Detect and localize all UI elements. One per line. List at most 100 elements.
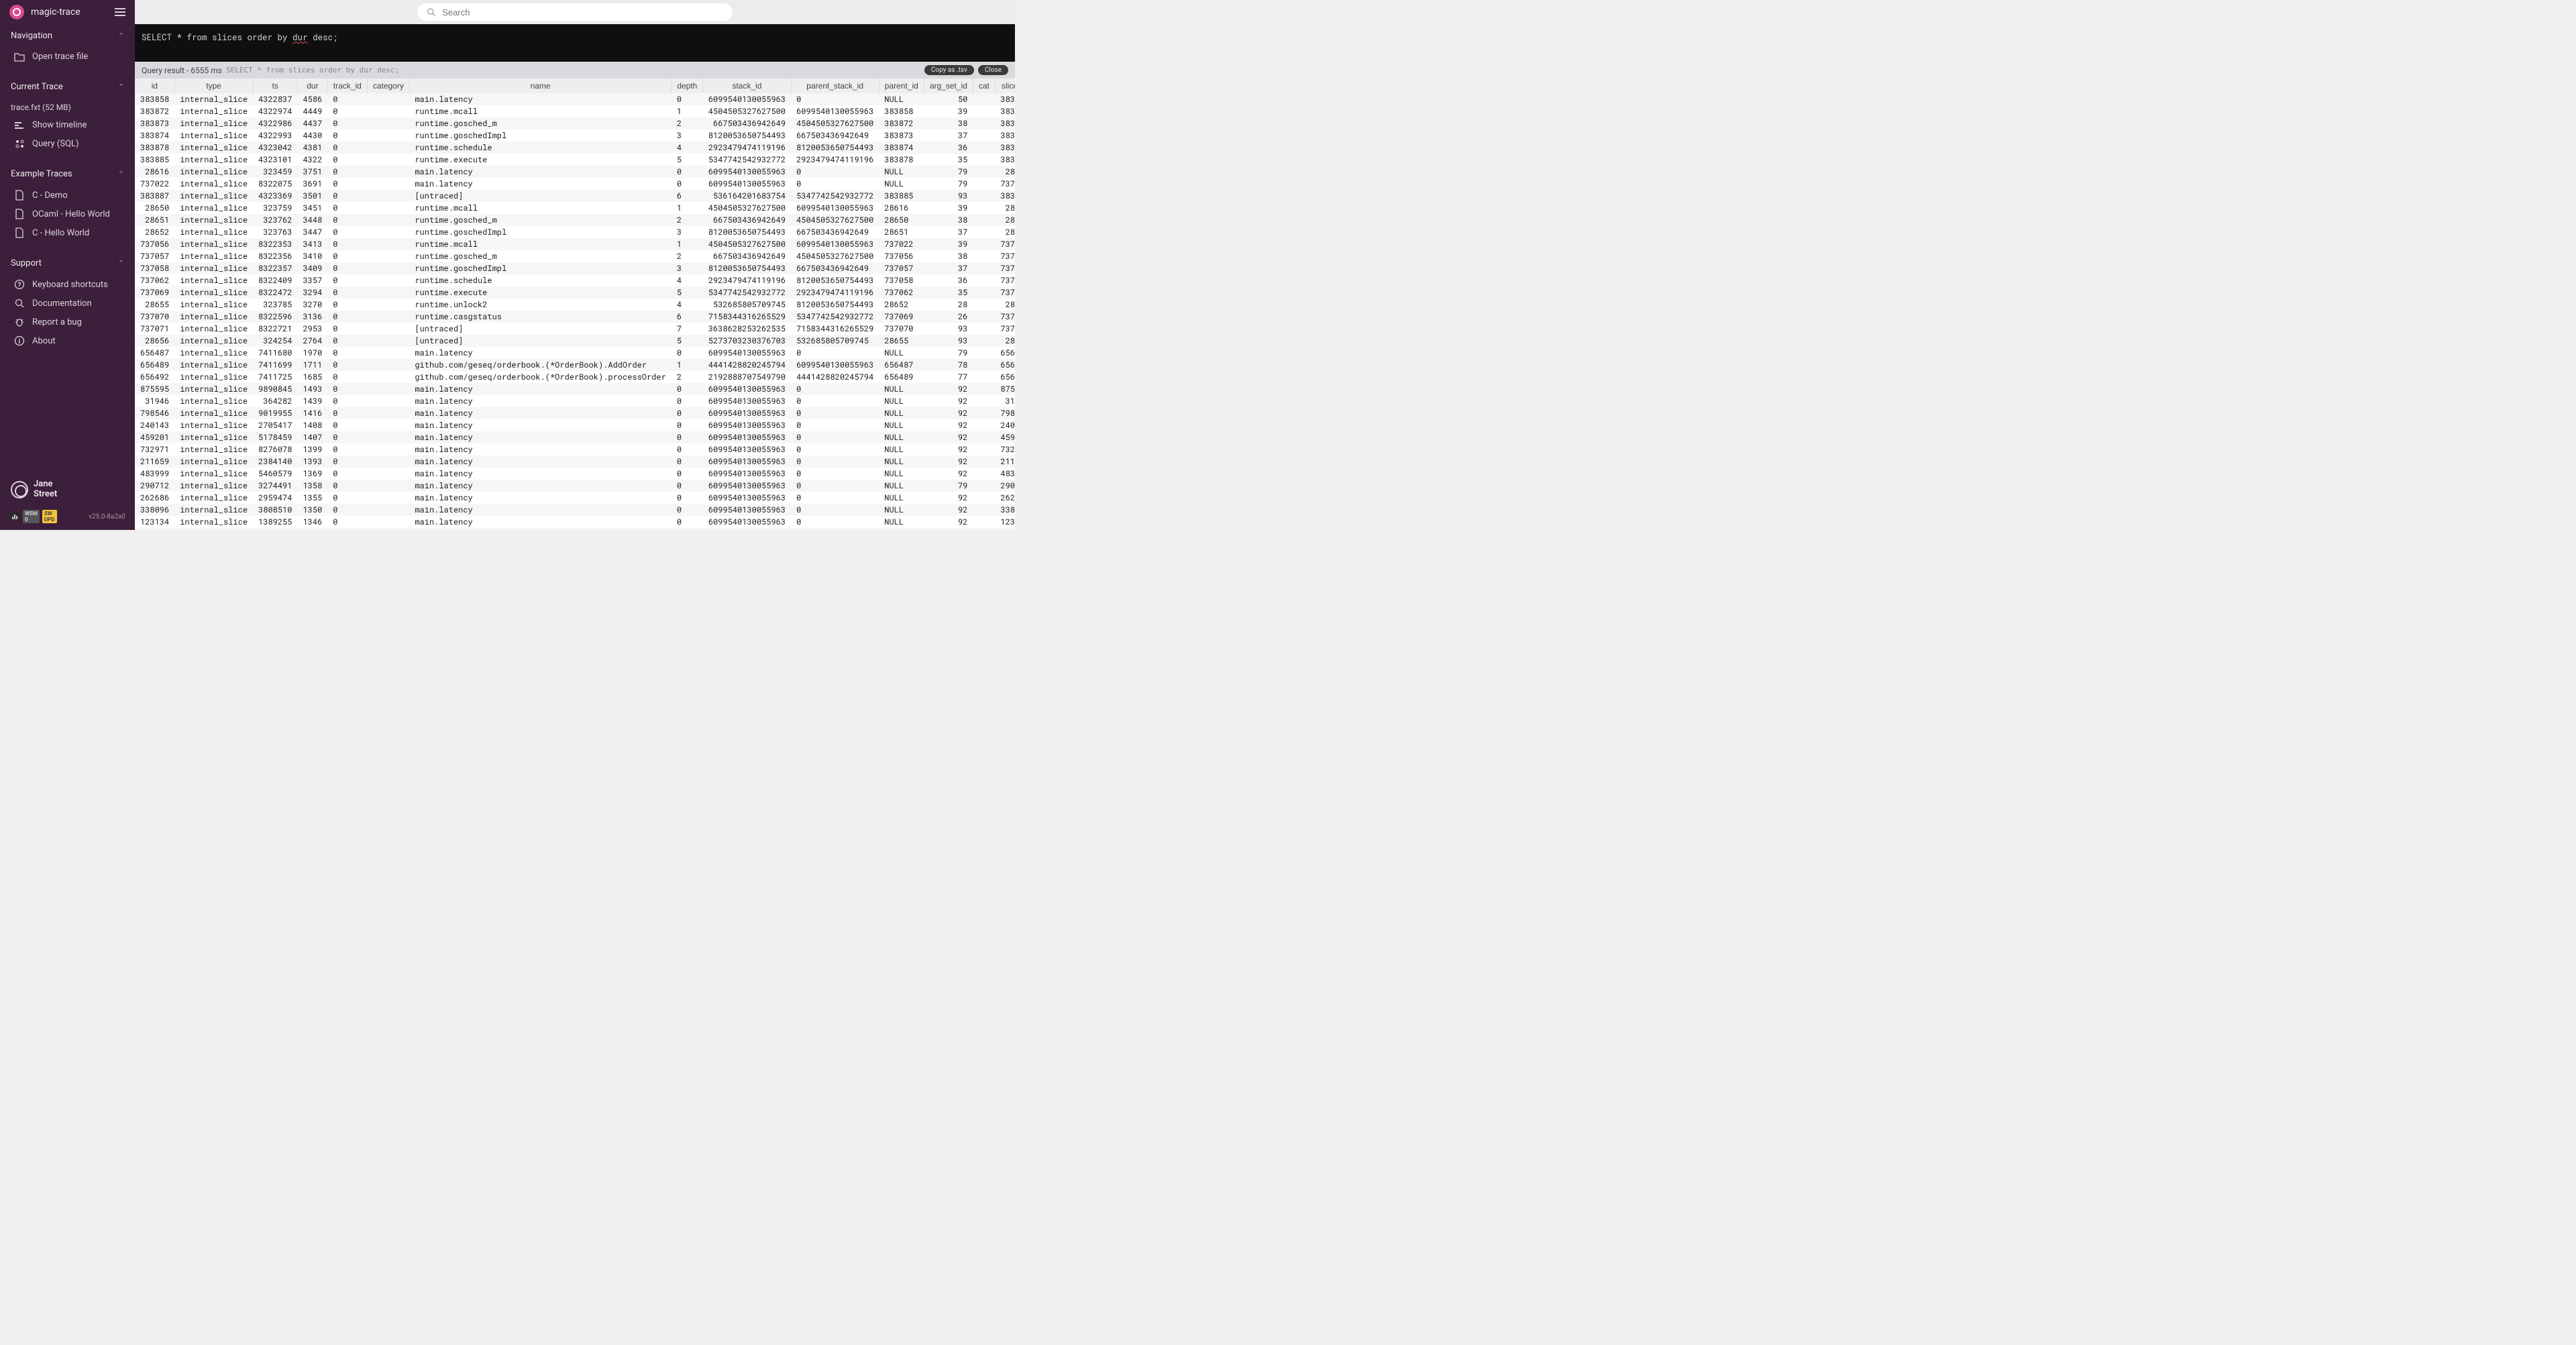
table-cell [367,226,409,238]
column-header[interactable]: ts [253,78,297,93]
table-row[interactable]: 737057internal_slice832235634100runtime.… [135,250,1015,262]
column-header[interactable]: stack_id [703,78,791,93]
table-row[interactable]: 737062internal_slice832240933570runtime.… [135,274,1015,286]
column-header[interactable]: arg_set_id [924,78,973,93]
nav-item-example[interactable]: C - Demo [0,186,135,205]
column-header[interactable]: parent_id [879,78,924,93]
table-row[interactable]: 28651internal_slice32376234480runtime.go… [135,214,1015,226]
table-row[interactable]: 737056internal_slice832235334130runtime.… [135,238,1015,250]
table-cell: 0 [672,383,703,395]
table-row[interactable]: 28616internal_slice32345937510main.laten… [135,166,1015,178]
table-cell: 8276078 [253,443,297,455]
table-cell: 7411725 [253,371,297,383]
table-row[interactable]: 383874internal_slice432299344300runtime.… [135,129,1015,142]
column-header[interactable]: dur [297,78,327,93]
table-cell [973,347,995,359]
nav-item-shortcuts[interactable]: ? Keyboard shortcuts [0,275,135,294]
table-cell: 737056 [135,238,174,250]
table-row[interactable]: 290712internal_slice327449113580main.lat… [135,480,1015,492]
nav-item-open-trace[interactable]: Open trace file [0,48,135,66]
nav-section-examples[interactable]: Example Traces ⌃ [0,162,135,186]
close-button[interactable]: Close [978,65,1008,75]
table-row[interactable]: 28655internal_slice32378532700runtime.un… [135,299,1015,311]
copy-tsv-button[interactable]: Copy as .tsv [924,65,974,75]
table-cell: 8120053650754493 [703,262,791,274]
table-cell: runtime.goschedImpl [409,129,671,142]
column-header[interactable]: cat [973,78,995,93]
table-cell: 26 [924,311,973,323]
nav-item-report-bug[interactable]: Report a bug [0,313,135,331]
table-cell: 6 [672,311,703,323]
nav-item-docs[interactable]: Documentation [0,294,135,313]
nav-item-example[interactable]: OCaml - Hello World [0,205,135,223]
table-row[interactable]: 732971internal_slice827607813990main.lat… [135,443,1015,455]
table-cell: 737071 [995,323,1015,335]
table-row[interactable]: 31946internal_slice36428214390main.laten… [135,395,1015,407]
table-row[interactable]: 737058internal_slice832235734090runtime.… [135,262,1015,274]
table-cell: 737062 [995,274,1015,286]
table-row[interactable]: 656487internal_slice741168019700main.lat… [135,347,1015,359]
table-cell [367,323,409,335]
table-cell: [untraced] [409,335,671,347]
table-row[interactable]: 211659internal_slice238414013930main.lat… [135,455,1015,468]
column-header[interactable]: category [367,78,409,93]
nav-label: C - Hello World [32,228,89,238]
table-cell: 0 [327,480,367,492]
table-cell: 1711 [297,359,327,371]
table-row[interactable]: 737070internal_slice832259631360runtime.… [135,311,1015,323]
table-row[interactable]: 123134internal_slice138925513460main.lat… [135,516,1015,528]
table-row[interactable]: 459201internal_slice517845914070main.lat… [135,431,1015,443]
table-cell: 656492 [135,371,174,383]
column-header[interactable]: type [174,78,253,93]
column-header[interactable]: depth [672,78,703,93]
nav-item-about[interactable]: i About [0,331,135,350]
column-header[interactable]: parent_stack_id [791,78,879,93]
nav-section-navigation[interactable]: Navigation ⌃ [0,24,135,48]
table-cell: 0 [327,347,367,359]
table-row[interactable]: 383858internal_slice432283745860main.lat… [135,93,1015,105]
table-row[interactable]: 798546internal_slice901995514160main.lat… [135,407,1015,419]
column-header[interactable]: id [135,78,174,93]
column-header[interactable]: track_id [327,78,367,93]
table-row[interactable]: 28652internal_slice32376334470runtime.go… [135,226,1015,238]
chart-icon[interactable] [9,512,20,521]
table-row[interactable]: 737069internal_slice832247232940runtime.… [135,286,1015,299]
table-row[interactable]: 737071internal_slice832272129530[untrace… [135,323,1015,335]
search-box[interactable] [417,3,733,21]
column-header[interactable]: name [409,78,671,93]
table-row[interactable]: 383887internal_slice432336935010[untrace… [135,190,1015,202]
table-row[interactable]: 383872internal_slice432297444490runtime.… [135,105,1015,117]
sql-editor[interactable]: SELECT * from slices order by dur desc; [135,24,1015,62]
table-row[interactable]: 383878internal_slice432304243810runtime.… [135,142,1015,154]
nav-item-timeline[interactable]: Show timeline [0,116,135,134]
table-cell: 338096 [995,504,1015,516]
search-input[interactable] [442,7,723,17]
table-cell [367,286,409,299]
table-row[interactable]: 262686internal_slice295947413550main.lat… [135,492,1015,504]
table-row[interactable]: 656489internal_slice741169917110github.c… [135,359,1015,371]
table-cell: 8120053650754493 [791,142,879,154]
table-row[interactable]: 875595internal_slice989084514930main.lat… [135,383,1015,395]
nav-section-support[interactable]: Support ⌃ [0,252,135,275]
nav-item-query[interactable]: Query (SQL) [0,134,135,153]
table-row[interactable]: 737022internal_slice832207536910main.lat… [135,178,1015,190]
table-row[interactable]: 338096internal_slice380851013500main.lat… [135,504,1015,516]
nav-item-example[interactable]: C - Hello World [0,223,135,242]
table-cell: 4322974 [253,105,297,117]
table-row[interactable]: 21494internal_slice24264013400main.laten… [135,528,1015,530]
table-row[interactable]: 240143internal_slice270541714080main.lat… [135,419,1015,431]
table-cell [367,129,409,142]
table-row[interactable]: 483999internal_slice546057913690main.lat… [135,468,1015,480]
table-row[interactable]: 656492internal_slice741172516850github.c… [135,371,1015,383]
hamburger-icon[interactable] [115,6,125,18]
table-cell: 0 [672,178,703,190]
nav-section-current-trace[interactable]: Current Trace ⌃ [0,75,135,99]
table-cell: 667503436942649 [703,214,791,226]
table-row[interactable]: 383885internal_slice432310143220runtime.… [135,154,1015,166]
table-cell: 737070 [135,311,174,323]
table-row[interactable]: 383873internal_slice432298644370runtime.… [135,117,1015,129]
table-row[interactable]: 28650internal_slice32375934510runtime.mc… [135,202,1015,214]
column-header[interactable]: slice_id [995,78,1015,93]
table-row[interactable]: 28656internal_slice32425427640[untraced]… [135,335,1015,347]
table-cell: 6099540130055963 [703,419,791,431]
